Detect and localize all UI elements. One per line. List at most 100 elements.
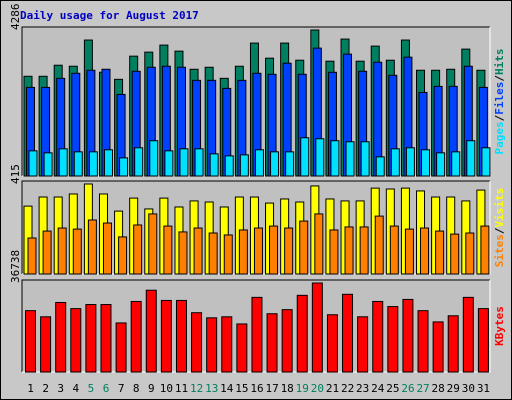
chart-title: Daily usage for August 2017 — [20, 9, 199, 22]
x-tick-label: 19 — [296, 382, 309, 395]
x-tick-label: 25 — [386, 382, 399, 395]
bar — [462, 296, 474, 373]
x-tick-label: 10 — [160, 382, 173, 395]
bar — [389, 225, 399, 275]
x-tick-label: 20 — [311, 382, 324, 395]
bar — [103, 149, 113, 177]
bar — [344, 226, 354, 275]
bar — [133, 224, 143, 275]
bar — [269, 225, 279, 275]
bar — [421, 149, 431, 177]
bar — [345, 141, 355, 177]
legend-separator: / — [493, 227, 506, 234]
bar — [420, 227, 430, 275]
y-tick-label: 36738 — [9, 250, 22, 283]
legend: Pages/Files/Hits — [493, 49, 506, 155]
legend-separator: / — [493, 75, 506, 82]
bar — [432, 321, 444, 373]
y-tick-label: 415 — [9, 164, 22, 184]
bar — [281, 309, 293, 373]
x-tick-label: 15 — [235, 382, 248, 395]
bar — [118, 236, 128, 275]
bar — [314, 213, 324, 275]
x-tick-label: 30 — [462, 382, 475, 395]
x-tick-label: 6 — [103, 382, 110, 395]
bar — [206, 317, 218, 373]
bar — [480, 225, 490, 275]
bar — [330, 140, 340, 177]
bar — [191, 312, 203, 373]
bar — [253, 227, 263, 275]
bar — [72, 228, 82, 275]
bar — [28, 150, 38, 177]
x-tick-label: 2 — [42, 382, 49, 395]
bar — [239, 154, 249, 177]
bar — [55, 301, 67, 373]
legend-entry: Visits — [493, 188, 506, 228]
bar — [387, 306, 399, 373]
x-tick-label: 28 — [432, 382, 445, 395]
x-tick-label: 26 — [401, 382, 414, 395]
bar — [266, 313, 278, 373]
bar — [224, 155, 234, 177]
bar — [100, 304, 112, 373]
panel-shadow — [21, 180, 490, 274]
x-tick-label: 13 — [205, 382, 218, 395]
bar — [221, 316, 233, 373]
bar — [163, 225, 173, 275]
legend-entry: Files — [493, 82, 506, 115]
x-tick-label: 12 — [190, 382, 203, 395]
bar — [149, 140, 159, 177]
bar — [417, 310, 429, 373]
bar — [284, 227, 294, 275]
bar — [447, 315, 459, 373]
bar — [315, 138, 325, 177]
bar — [25, 310, 36, 373]
bar — [194, 148, 204, 177]
legend: KBytes — [493, 306, 506, 346]
bar — [193, 227, 203, 275]
x-tick-label: 17 — [265, 382, 278, 395]
x-tick-label: 23 — [356, 382, 369, 395]
bar — [311, 282, 323, 373]
legend-entry: Sites — [493, 234, 506, 267]
bar — [223, 234, 233, 275]
bar — [375, 156, 385, 177]
panel-shadow — [21, 279, 490, 372]
bar — [404, 228, 414, 275]
bar — [115, 322, 127, 373]
bar — [299, 220, 309, 275]
bar — [102, 222, 112, 275]
bar — [164, 150, 174, 177]
bar — [148, 213, 158, 275]
bar — [270, 151, 280, 177]
bar — [40, 316, 52, 373]
bar — [357, 316, 369, 373]
bar — [238, 229, 248, 275]
bar — [360, 141, 370, 177]
bar — [85, 304, 97, 373]
bar — [87, 219, 97, 275]
x-tick-label: 8 — [133, 382, 140, 395]
y-tick-label: 4286 — [9, 4, 22, 31]
bar — [451, 151, 461, 177]
legend-separator: / — [493, 114, 506, 121]
bar — [130, 300, 142, 373]
x-tick-label: 31 — [477, 382, 490, 395]
bar — [481, 147, 491, 177]
bar — [73, 151, 83, 177]
bar — [88, 151, 98, 177]
bar — [57, 227, 67, 275]
bar — [436, 152, 446, 177]
bar — [285, 151, 295, 177]
bar — [236, 323, 248, 373]
x-tick-label: 22 — [341, 382, 354, 395]
bar — [58, 148, 68, 177]
x-tick-label: 24 — [371, 382, 385, 395]
bar — [160, 299, 172, 373]
x-tick-label: 29 — [447, 382, 460, 395]
bar — [450, 233, 460, 275]
bar — [134, 147, 144, 177]
